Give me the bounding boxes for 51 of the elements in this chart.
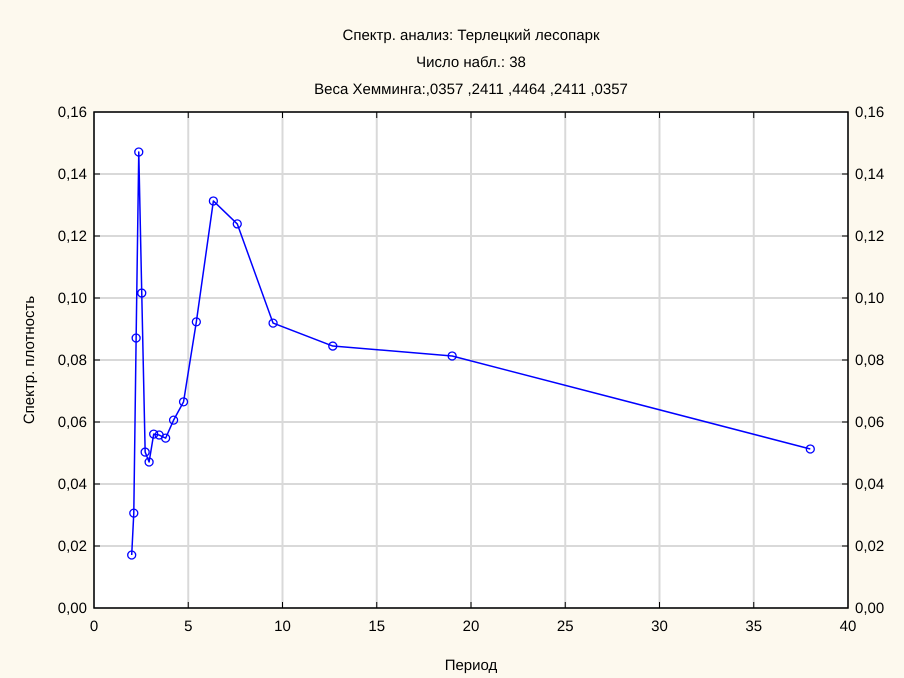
point [137, 288, 146, 298]
y2-tick-label: 0,00 [855, 600, 884, 617]
point [192, 317, 201, 327]
x-tick-label: 30 [651, 618, 668, 635]
point [806, 444, 815, 454]
y-tick-label: 0,12 [58, 228, 87, 245]
x-tick-label: 5 [184, 618, 192, 635]
y2-tick-label: 0,16 [855, 104, 884, 121]
point [232, 219, 242, 229]
x-axis-title: Период [444, 657, 498, 674]
point [208, 196, 218, 206]
point [168, 415, 178, 425]
point [149, 429, 158, 439]
y-tick-label: 0,04 [58, 476, 87, 493]
y-tick-label: 0,08 [58, 352, 87, 369]
y-tick-label: 0,14 [58, 166, 87, 183]
point [160, 433, 170, 443]
x-tick-label: 15 [368, 618, 386, 635]
point [134, 147, 144, 157]
point [448, 351, 457, 361]
x-tick-label: 0 [90, 618, 98, 635]
point [131, 333, 141, 343]
x-tick-label: 25 [556, 618, 574, 635]
point [268, 318, 278, 328]
y2-tick-label: 0,14 [855, 166, 884, 183]
y2-tick-label: 0,12 [855, 228, 884, 245]
y2-tick-label: 0,10 [855, 290, 884, 307]
point [140, 447, 150, 457]
x-tick-label: 10 [274, 618, 291, 635]
y2-tick-label: 0,06 [855, 414, 884, 431]
point [154, 430, 164, 440]
y-tick-label: 0,06 [58, 414, 87, 431]
chart-subtitle: Число набл.: 38 [416, 54, 526, 71]
x-tick-label: 40 [840, 618, 856, 635]
x-tick-label: 35 [745, 618, 762, 635]
point [328, 341, 338, 351]
x-tick-label: 20 [462, 618, 480, 635]
y-axis-title: Спектр. плотность [21, 296, 38, 424]
y-tick-label: 0,10 [58, 290, 87, 307]
text: Веса Хемминга:,0357 ,2411 ,4464 ,2411 ,0357 [314, 81, 628, 98]
y-tick-label: 0,00 [58, 600, 87, 617]
point [127, 550, 136, 560]
point [144, 457, 154, 467]
point [178, 397, 188, 406]
y-tick-label: 0,02 [58, 538, 87, 555]
chart-title: Спектр. анализ: Терлецкий лесопарк [342, 27, 600, 44]
y-tick-label: 0,16 [58, 104, 87, 121]
y2-tick-label: 0,04 [855, 476, 884, 493]
y2-tick-label: 0,02 [855, 538, 884, 555]
point [129, 508, 138, 518]
y2-tick-label: 0,08 [855, 352, 884, 369]
